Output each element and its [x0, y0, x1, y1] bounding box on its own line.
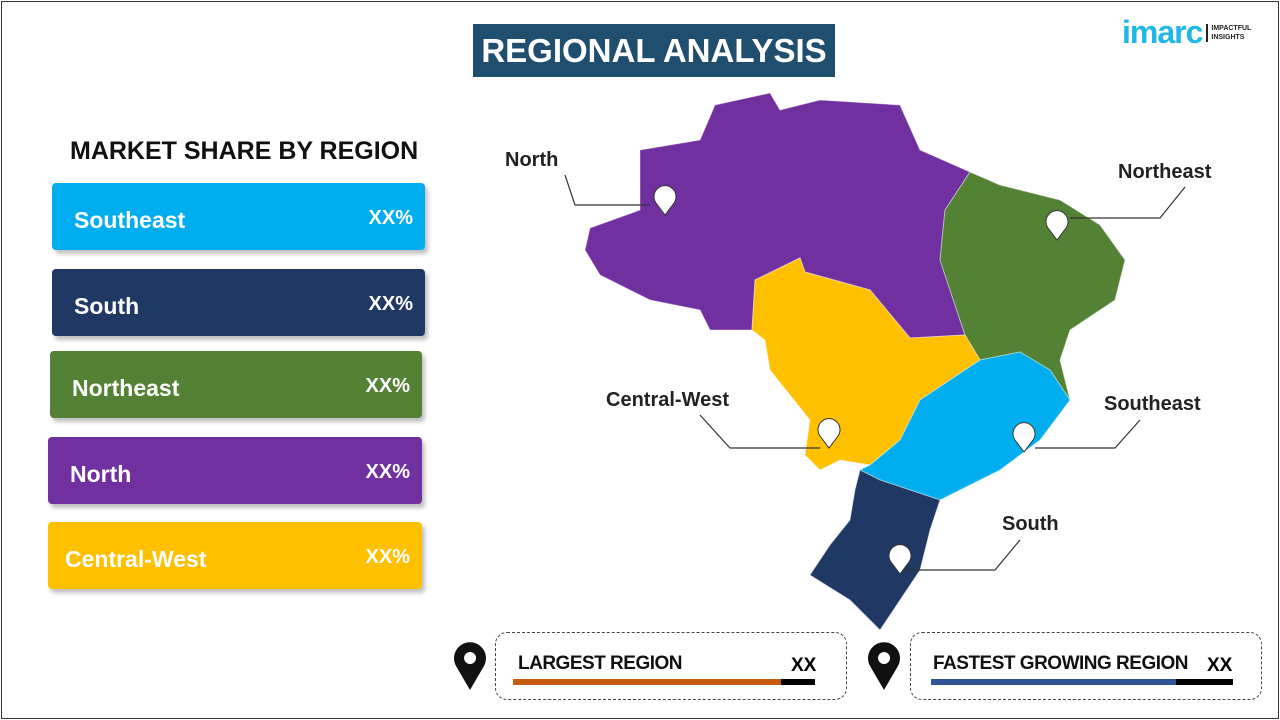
market-share-heading: MARKET SHARE BY REGION [70, 137, 419, 165]
imarc-logo: imarc IMPACTFUL INSIGHTS [1122, 14, 1251, 51]
pin-icon-southeast [1012, 422, 1036, 453]
fastest-progress-bar [931, 679, 1176, 685]
share-bar-north: North XX% [48, 437, 422, 504]
fastest-region-card: FASTEST GROWING REGION XX [910, 632, 1262, 700]
share-bar-southeast: Southeast XX% [52, 183, 425, 250]
label-south: South [1002, 513, 1059, 535]
share-bar-south: South XX% [52, 269, 425, 336]
region-south [809, 469, 941, 631]
pin-icon-northeast [1045, 210, 1069, 241]
label-northeast: Northeast [1118, 161, 1212, 183]
largest-progress-bar [513, 679, 781, 685]
share-bar-northeast: Northeast XX% [50, 351, 422, 418]
region-northeast [939, 171, 1126, 401]
logo-tagline: IMPACTFUL INSIGHTS [1206, 23, 1251, 42]
pin-icon-central-west [817, 418, 841, 449]
share-bar-central-west: Central-West XX% [48, 522, 422, 589]
pin-icon-fastest [868, 642, 900, 690]
pin-icon-south [888, 544, 912, 575]
label-southeast: Southeast [1104, 393, 1201, 415]
label-central-west: Central-West [606, 389, 729, 411]
pin-icon-largest [454, 642, 486, 690]
pin-icon-north [653, 185, 677, 216]
page-title: REGIONAL ANALYSIS [473, 24, 835, 77]
logo-brand: imarc [1122, 14, 1203, 50]
largest-region-card: LARGEST REGION XX [495, 632, 847, 700]
label-north: North [505, 149, 559, 171]
